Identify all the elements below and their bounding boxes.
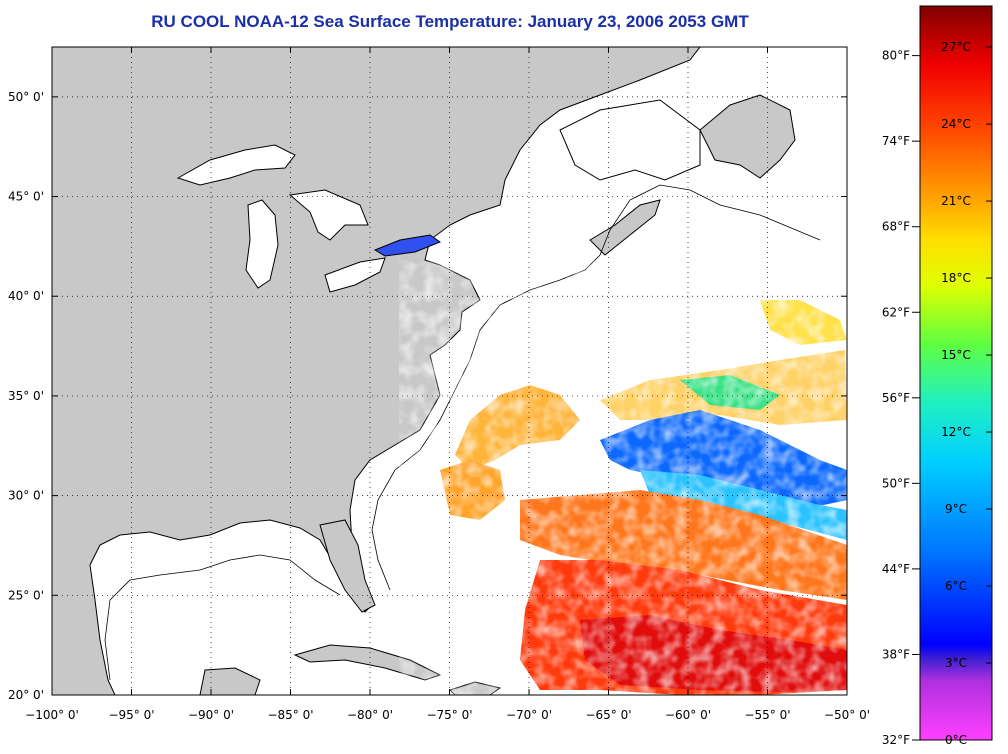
lon-tick-label: −80° 0'	[347, 708, 393, 722]
land-nova-scotia	[589, 199, 661, 256]
land-cuba	[293, 644, 442, 681]
celsius-label: 21°C	[941, 194, 971, 208]
lake-erie	[324, 257, 386, 293]
fahrenheit-label: 80°F	[882, 49, 910, 63]
lat-tick-label: 20° 0'	[8, 688, 44, 702]
land-north-america	[52, 47, 701, 695]
lake-ontario	[373, 234, 442, 257]
land-yucatan	[199, 667, 261, 695]
lon-tick-label: −60° 0'	[665, 708, 711, 722]
lon-tick-label: −65° 0'	[585, 708, 631, 722]
fahrenheit-label: 68°F	[882, 220, 910, 234]
lon-tick-label: −95° 0'	[108, 708, 154, 722]
fahrenheit-label: 38°F	[882, 647, 910, 661]
fahrenheit-label: 44°F	[882, 562, 910, 576]
land-florida	[319, 519, 376, 613]
celsius-label: 0°C	[945, 733, 967, 747]
lat-tick-label: 50° 0'	[8, 90, 44, 104]
fahrenheit-label: 62°F	[882, 305, 910, 319]
gridlines	[52, 47, 847, 695]
sst-cloud-mask	[440, 300, 847, 695]
lake-superior	[176, 144, 296, 186]
lon-tick-label: −85° 0'	[267, 708, 313, 722]
celsius-label: 3°C	[945, 656, 967, 670]
lat-tick-label: 25° 0'	[8, 588, 44, 602]
isobath-gulf	[104, 554, 341, 681]
map-layers	[52, 47, 847, 695]
colorbar-celsius-scale: 0°C 3°C 6°C 9°C 12°C 15°C 18°C 21°C 24°C 27°C	[941, 40, 992, 747]
fahrenheit-label: 50°F	[882, 476, 910, 490]
fahrenheit-label: 74°F	[882, 134, 910, 148]
lon-tick-label: −55° 0'	[744, 708, 790, 722]
gulf-st-lawrence	[559, 99, 701, 181]
celsius-label: 15°C	[941, 348, 971, 362]
celsius-label: 9°C	[945, 502, 967, 516]
isobath-contour	[371, 184, 821, 591]
celsius-label: 27°C	[941, 40, 971, 54]
lat-tick-label: 40° 0'	[8, 289, 44, 303]
fahrenheit-label: 32°F	[882, 733, 910, 747]
lon-tick-label: −90° 0'	[188, 708, 234, 722]
celsius-label: 12°C	[941, 425, 971, 439]
map-title: RU COOL NOAA-12 Sea Surface Temperature:…	[151, 12, 749, 31]
lake-huron	[288, 189, 369, 241]
colorbar	[919, 5, 993, 741]
celsius-label: 6°C	[945, 579, 967, 593]
celsius-label: 18°C	[941, 271, 971, 285]
celsius-label: 24°C	[941, 117, 971, 131]
lat-tick-label: 30° 0'	[8, 489, 44, 503]
lat-tick-label: 35° 0'	[8, 389, 44, 403]
lon-tick-label: −50° 0'	[824, 708, 870, 722]
latitude-axis: 20° 0' 25° 0' 30° 0' 35° 0' 40° 0' 45° 0' 50° …	[8, 90, 847, 702]
land-newfoundland	[699, 94, 796, 179]
lon-tick-label: −75° 0'	[426, 708, 472, 722]
lon-tick-label: −70° 0'	[506, 708, 552, 722]
colorbar-fahrenheit-scale: 32°F 38°F 44°F 50°F 56°F 62°F 68°F 74°F 80°F	[882, 49, 920, 747]
longitude-axis: −100° 0' −95° 0' −90° 0' −85° 0' −80° 0' −75°…	[25, 47, 870, 722]
lat-tick-label: 45° 0'	[8, 190, 44, 204]
fahrenheit-label: 56°F	[882, 391, 910, 405]
lake-michigan	[245, 199, 279, 289]
lon-tick-label: −100° 0'	[25, 708, 79, 722]
